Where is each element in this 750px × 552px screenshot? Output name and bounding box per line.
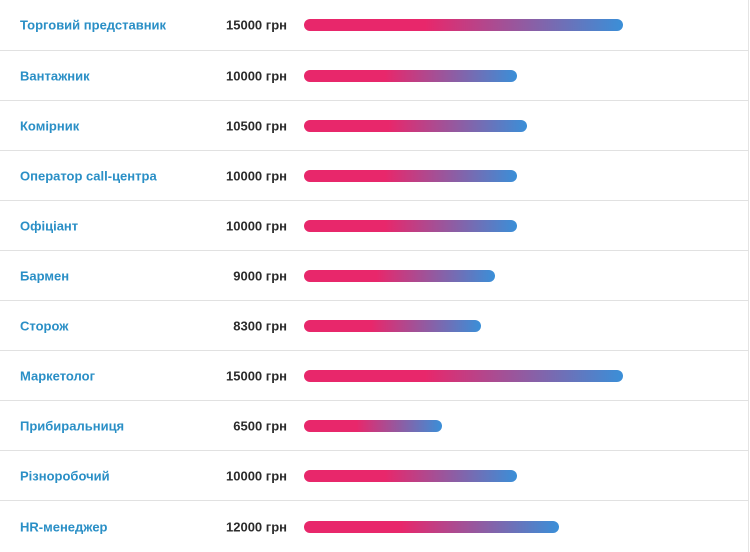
- table-row: HR-менеджер 12000 грн: [0, 501, 749, 552]
- table-row: Оператор call-центра 10000 грн: [0, 151, 749, 201]
- table-row: Маркетолог 15000 грн: [0, 351, 749, 401]
- salary-bar: [304, 69, 517, 82]
- job-title-label[interactable]: Маркетолог: [20, 368, 95, 383]
- salary-value-label: 10500 грн: [226, 118, 287, 133]
- salary-value-label: 8300 грн: [233, 318, 287, 333]
- salary-bar: [304, 119, 527, 132]
- salary-bar: [304, 419, 442, 432]
- salary-value-label: 10000 грн: [226, 218, 287, 233]
- table-row: Офіціант 10000 грн: [0, 201, 749, 251]
- salary-bar: [304, 169, 517, 182]
- job-title-label[interactable]: Різноробочий: [20, 468, 110, 483]
- table-row: Прибиральниця 6500 грн: [0, 401, 749, 451]
- job-title-label[interactable]: Оператор call-центра: [20, 168, 157, 183]
- table-row: Вантажник 10000 грн: [0, 51, 749, 101]
- salary-value-label: 15000 грн: [226, 368, 287, 383]
- job-title-label[interactable]: Бармен: [20, 268, 70, 283]
- table-row: Комірник 10500 грн: [0, 101, 749, 151]
- salary-value-label: 15000 грн: [226, 17, 287, 33]
- job-title-label[interactable]: Сторож: [20, 318, 69, 333]
- salary-value-label: 10000 грн: [226, 468, 287, 483]
- salary-value-label: 12000 грн: [226, 519, 287, 534]
- table-row: Бармен 9000 грн: [0, 251, 749, 301]
- job-title-label[interactable]: Офіціант: [20, 218, 79, 233]
- salary-bar: [304, 369, 623, 382]
- table-row: Торговий представник 15000 грн: [0, 0, 749, 51]
- salary-bar: [304, 19, 623, 31]
- job-title-label[interactable]: Прибиральниця: [20, 418, 125, 433]
- job-title-label[interactable]: Комірник: [20, 118, 80, 133]
- salary-bar: [304, 219, 517, 232]
- table-row: Різноробочий 10000 грн: [0, 451, 749, 501]
- salary-value-label: 10000 грн: [226, 168, 287, 183]
- salary-value-label: 10000 грн: [226, 68, 287, 83]
- salary-bar: [304, 319, 481, 332]
- job-title-label[interactable]: Вантажник: [20, 68, 90, 83]
- job-title-label[interactable]: HR-менеджер: [20, 519, 108, 534]
- salary-value-label: 9000 грн: [233, 268, 287, 283]
- salary-bar: [304, 469, 517, 482]
- salary-bar: [304, 520, 559, 533]
- job-title-label[interactable]: Торговий представник: [20, 17, 167, 33]
- salary-bar: [304, 269, 495, 282]
- salary-value-label: 6500 грн: [233, 418, 287, 433]
- table-row: Сторож 8300 грн: [0, 301, 749, 351]
